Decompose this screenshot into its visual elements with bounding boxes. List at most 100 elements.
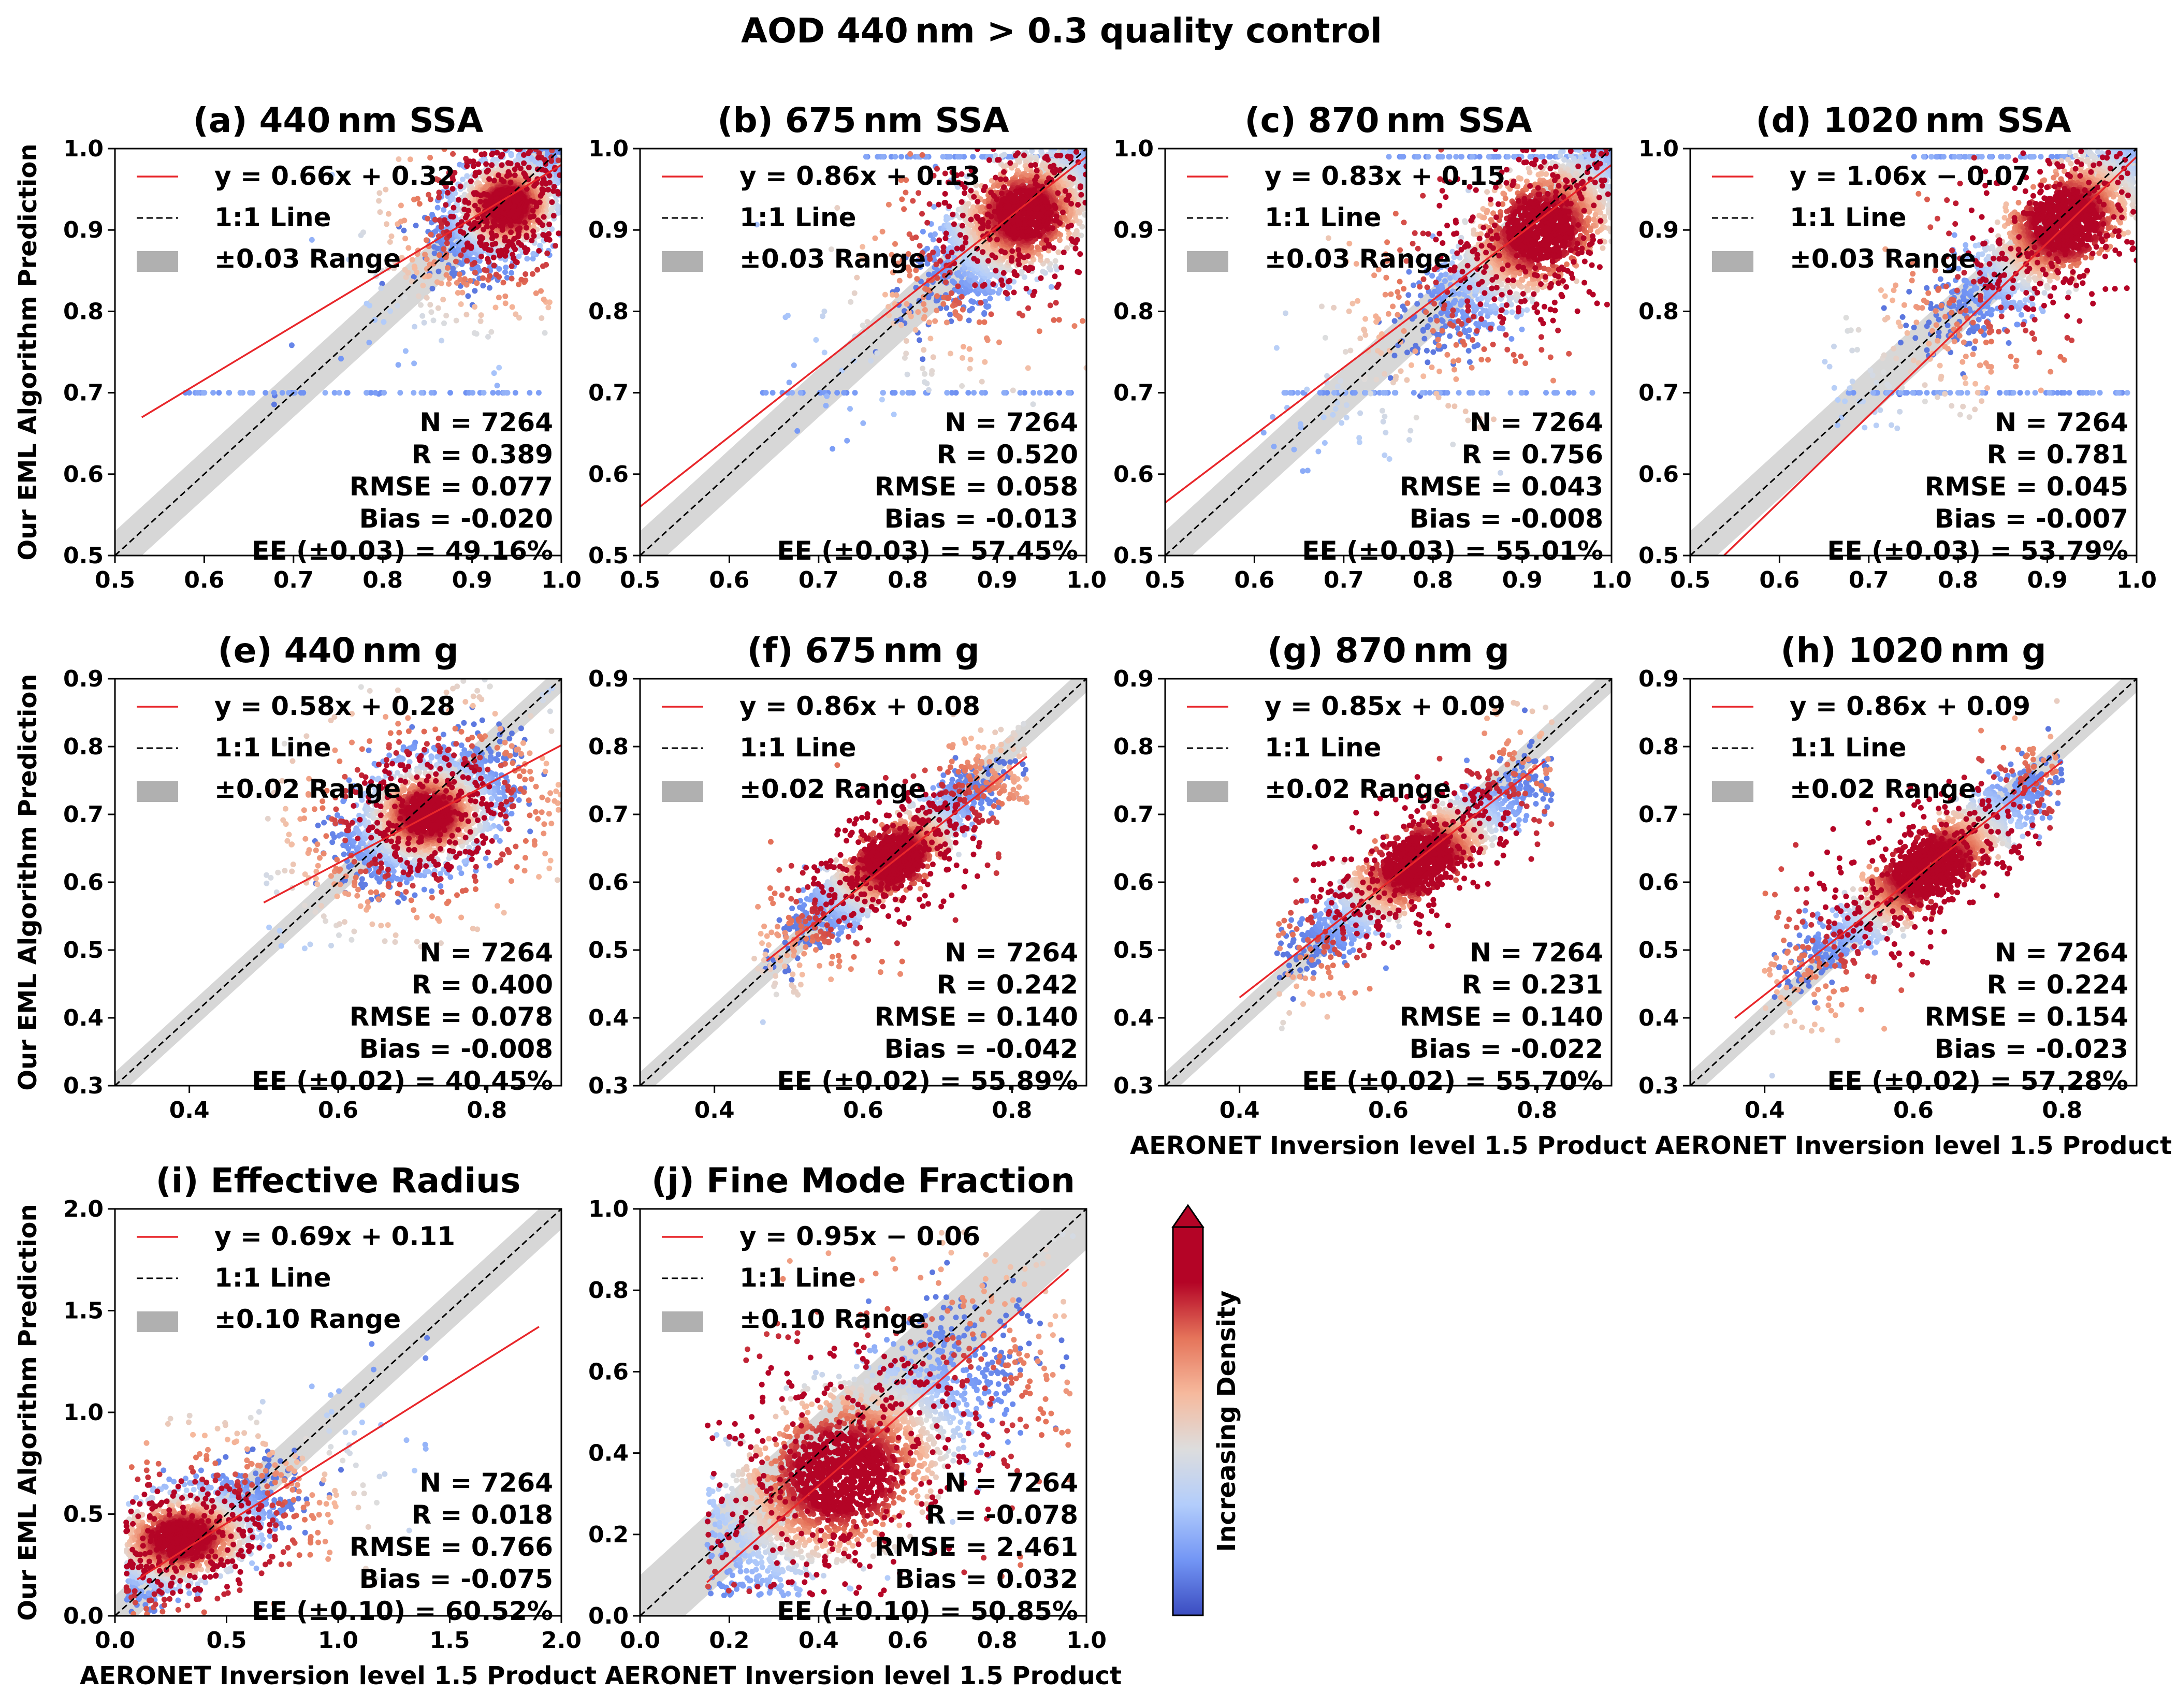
scatter-point	[1034, 206, 1040, 212]
scatter-point	[364, 390, 369, 396]
scatter-point	[1449, 288, 1456, 295]
scatter-point	[1011, 289, 1017, 296]
scatter-point	[1057, 237, 1063, 243]
scatter-point	[387, 239, 393, 245]
scatter-point	[1439, 283, 1445, 289]
scatter-point	[1291, 446, 1297, 452]
scatter-point	[472, 304, 478, 310]
scatter-point	[1589, 390, 1595, 396]
scatter-point	[1043, 165, 1049, 171]
scatter-point	[817, 390, 823, 396]
scatter-point	[940, 154, 946, 160]
scatter-point	[915, 309, 921, 315]
scatter-point	[1034, 244, 1040, 251]
y-tick-label: 0.8	[63, 298, 104, 325]
scatter-point	[1015, 247, 1022, 253]
scatter-point	[1496, 154, 1502, 160]
scatter-point	[970, 299, 977, 305]
scatter-point	[1061, 250, 1067, 255]
scatter-point	[486, 200, 492, 206]
scatter-point	[489, 162, 495, 168]
scatter-point	[521, 160, 527, 166]
scatter-point	[426, 192, 431, 198]
scatter-point	[530, 271, 535, 277]
scatter-point	[880, 390, 886, 396]
scatter-point	[998, 191, 1005, 196]
scatter-point	[486, 285, 492, 291]
scatter-point	[1500, 326, 1506, 332]
scatter-point	[1454, 308, 1460, 314]
scatter-point	[538, 288, 544, 294]
scatter-point	[1030, 401, 1036, 407]
x-tick-label: 0.7	[799, 567, 839, 593]
scatter-point	[1523, 390, 1529, 396]
legend-ee-swatch	[662, 251, 703, 272]
scatter-point	[436, 252, 442, 258]
scatter-point	[922, 371, 928, 377]
scatter-point	[905, 390, 911, 396]
scatter-point	[1063, 197, 1069, 203]
scatter-point	[482, 151, 488, 157]
scatter-point	[344, 390, 351, 396]
scatter-point	[395, 362, 401, 368]
scatter-point	[451, 205, 457, 211]
scatter-point	[893, 292, 899, 298]
scatter-point	[1459, 298, 1464, 304]
scatter-point	[279, 390, 285, 396]
scatter-point	[976, 319, 982, 325]
scatter-point	[942, 279, 949, 285]
scatter-point	[472, 260, 477, 266]
scatter-point	[770, 390, 776, 396]
legend-ee-label: ±0.03 Range	[214, 244, 401, 274]
y-tick-label: 0.6	[588, 461, 629, 488]
scatter-point	[537, 242, 543, 249]
scatter-point	[981, 310, 988, 316]
scatter-point	[510, 252, 516, 257]
y-tick-label: 0.7	[588, 380, 629, 406]
scatter-point	[545, 304, 551, 311]
scatter-point	[403, 274, 409, 280]
scatter-point	[483, 241, 489, 247]
scatter-point	[1055, 249, 1062, 255]
scatter-point	[1456, 291, 1462, 297]
scatter-point	[1083, 171, 1086, 178]
scatter-points-b	[753, 149, 1086, 452]
scatter-point	[920, 366, 926, 372]
fit-line-a	[141, 164, 561, 418]
scatter-point	[1034, 168, 1040, 174]
scatter-point	[1019, 269, 1025, 275]
scatter-point	[329, 172, 335, 178]
scatter-point	[1040, 207, 1047, 213]
scatter-point	[1317, 390, 1323, 396]
scatter-point	[402, 294, 408, 300]
y-tick-label: 0.6	[63, 461, 104, 488]
y-tick-label: 0.9	[588, 217, 629, 243]
scatter-point	[994, 237, 1000, 243]
scatter-point	[535, 390, 542, 396]
scatter-point	[523, 271, 529, 277]
scatter-point	[1440, 318, 1446, 324]
scatter-point	[994, 196, 1000, 202]
scatter-point	[539, 180, 545, 186]
scatter-point	[466, 208, 472, 214]
scatter-point	[1035, 183, 1041, 189]
scatter-point	[1007, 278, 1013, 284]
scatter-point	[949, 169, 955, 176]
scatter-point	[459, 289, 466, 296]
scatter-point	[962, 190, 968, 196]
scatter-point	[1075, 202, 1081, 208]
scatter-point	[950, 211, 956, 217]
scatter-point	[1411, 390, 1417, 396]
scatter-point	[436, 189, 442, 196]
scatter-point	[1007, 160, 1013, 166]
scatter-point	[1032, 219, 1038, 225]
scatter-point	[965, 390, 971, 396]
scatter-point	[396, 156, 402, 162]
scatter-point	[985, 244, 992, 250]
scatter-point	[424, 256, 430, 262]
scatter-point	[1012, 152, 1019, 158]
scatter-point	[1486, 154, 1492, 160]
scatter-point	[967, 356, 974, 362]
scatter-point	[1443, 323, 1449, 329]
scatter-point	[518, 276, 525, 283]
